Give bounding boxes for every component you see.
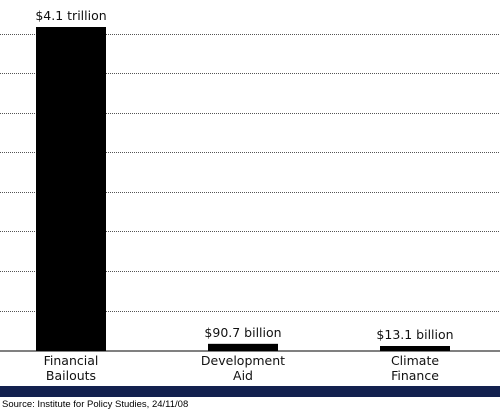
category-label: Development Aid: [201, 353, 285, 383]
bars: [36, 27, 450, 351]
bar: [208, 343, 278, 351]
source-text: Source: Institute for Policy Studies, 24…: [2, 399, 188, 410]
bar: [36, 27, 106, 351]
bar: [380, 346, 450, 351]
category-labels: Financial Bailouts Development Aid Climate Fi…: [44, 353, 440, 383]
data-label: $90.7 billion: [204, 325, 281, 340]
source-band: [0, 386, 500, 397]
gridlines: [0, 34, 500, 312]
data-label: $4.1 trillion: [35, 8, 106, 23]
data-label: $13.1 billion: [376, 327, 453, 342]
value-labels: $4.1 trillion $90.7 billion $13.1 billion: [35, 8, 453, 342]
category-label: Financial Bailouts: [44, 353, 99, 383]
category-label: Climate Finance: [391, 353, 439, 383]
